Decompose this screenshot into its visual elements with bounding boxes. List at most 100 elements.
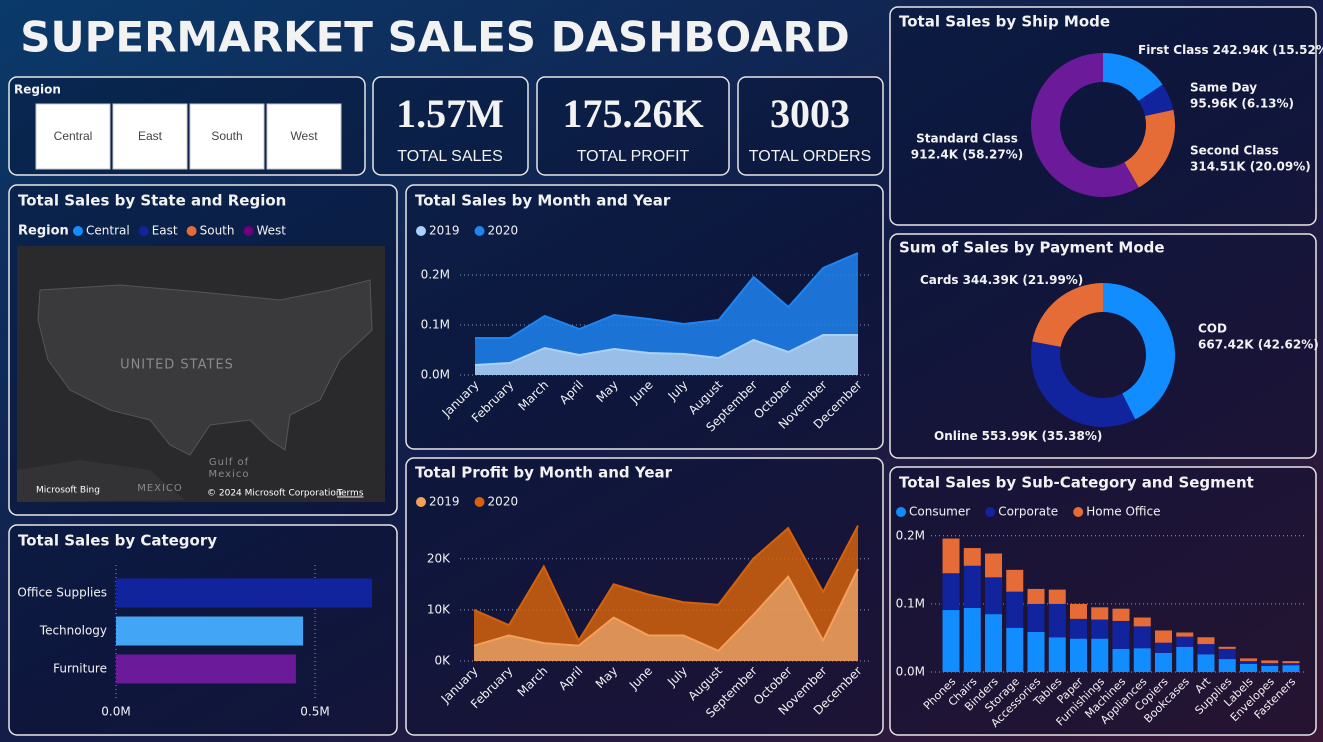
bar-segment	[1027, 631, 1045, 672]
y-tick-label: 0.1M	[896, 596, 925, 610]
data-label-category: Second Class	[1190, 144, 1279, 158]
bar-segment	[1048, 589, 1066, 604]
data-label-value: 912.4K (58.27%)	[911, 148, 1023, 162]
legend-label: 2019	[429, 495, 460, 509]
y-tick-label: 10K	[427, 602, 451, 616]
map-label: Gulf of	[209, 457, 249, 468]
bar	[116, 578, 372, 608]
bar-segment	[1112, 608, 1130, 621]
chart-title: Total Sales by Month and Year	[415, 192, 671, 210]
chart-title: Total Sales by Category	[18, 532, 217, 550]
dashboard-title: SUPERMARKET SALES DASHBOARD	[20, 13, 849, 62]
x-tick-label: 0.5M	[300, 705, 329, 719]
slicer-option[interactable]: East	[138, 129, 163, 143]
chart-panel	[405, 184, 884, 450]
legend-title: Region	[18, 224, 69, 239]
bar-segment	[1091, 607, 1109, 620]
kpi-card	[536, 76, 730, 176]
slicer-option[interactable]: Central	[54, 129, 93, 143]
legend-marker	[985, 507, 996, 517]
slicer-button[interactable]: East	[112, 103, 188, 170]
map-attribution: Microsoft Bing	[36, 486, 100, 496]
bar	[116, 654, 296, 684]
bar-segment	[1282, 665, 1300, 672]
area-line	[475, 252, 859, 339]
bar-segment	[1176, 646, 1194, 672]
bar-segment	[1006, 627, 1024, 672]
slicer-title: Region	[14, 83, 61, 97]
bar-segment	[1070, 603, 1088, 619]
data-label: First Class 242.94K (15.52%)	[1138, 43, 1323, 57]
bar-segment	[1261, 663, 1279, 666]
data-label-value: 95.96K (6.13%)	[1190, 97, 1294, 111]
y-tick-label: 0.0M	[896, 665, 925, 679]
bar-segment	[1006, 569, 1024, 592]
legend-marker	[416, 497, 426, 507]
bar-segment	[1218, 646, 1236, 649]
legend-marker	[73, 226, 83, 236]
donut-slice	[1031, 341, 1136, 427]
data-label-value: 667.42K (42.62%)	[1198, 338, 1319, 352]
legend-marker	[896, 507, 906, 517]
kpi-value: 175.26K	[562, 91, 703, 136]
data-label: Cards 344.39K (21.99%)	[920, 273, 1083, 287]
donut-slice	[1031, 53, 1139, 197]
slicer-option[interactable]: South	[211, 129, 242, 143]
bar-segment	[985, 553, 1003, 578]
bar-segment	[1218, 648, 1236, 660]
bar-segment	[963, 548, 981, 566]
kpi-label: TOTAL ORDERS	[749, 148, 871, 165]
y-tick-label: Furniture	[53, 662, 107, 676]
donut-slice	[1103, 53, 1163, 101]
data-label-category: COD	[1198, 322, 1227, 336]
legend-label: Consumer	[909, 505, 970, 519]
data-label-category: Cards	[920, 273, 959, 287]
legend-marker	[474, 226, 485, 236]
chart-title: Total Sales by Sub-Category and Segment	[899, 474, 1254, 492]
bar-segment	[1091, 619, 1109, 639]
legend-marker	[1073, 507, 1084, 517]
chart-title: Total Profit by Month and Year	[415, 464, 673, 482]
bar	[116, 616, 304, 646]
slicer-button[interactable]: Central	[35, 103, 111, 170]
bar-segment	[1048, 637, 1066, 672]
bar-segment	[1070, 618, 1088, 639]
bar-segment	[1176, 636, 1194, 647]
bar-segment	[1239, 663, 1257, 672]
slicer-option[interactable]: West	[290, 129, 318, 143]
x-tick-label: 0.0M	[101, 705, 130, 719]
data-label-category: Same Day	[1190, 81, 1257, 95]
data-label-value: 553.99K (35.38%)	[982, 429, 1103, 443]
area-fill	[474, 525, 858, 651]
map-label: MEXICO	[137, 483, 183, 494]
data-label-category: First Class	[1138, 43, 1209, 57]
bar-segment	[963, 565, 981, 608]
legend-label: 2019	[429, 224, 460, 238]
slicer-button[interactable]: West	[266, 103, 342, 170]
slicer-button[interactable]: South	[189, 103, 265, 170]
legend-label: Home Office	[1086, 505, 1160, 519]
legend-label: West	[256, 224, 286, 238]
legend-marker	[416, 226, 426, 236]
chart-title: Total Sales by State and Region	[18, 192, 286, 210]
bar-segment	[1282, 661, 1300, 664]
chart-panel	[889, 233, 1317, 459]
bar-segment	[1112, 648, 1130, 672]
data-label-value: 314.51K (20.09%)	[1190, 160, 1311, 174]
bar-segment	[942, 573, 960, 611]
bar-segment	[1261, 665, 1279, 672]
bar-segment	[942, 610, 960, 672]
donut-slice	[1103, 283, 1175, 420]
chart-title: Total Sales by Ship Mode	[899, 13, 1110, 31]
bar-segment	[1112, 620, 1130, 649]
data-label: Online 553.99K (35.38%)	[934, 429, 1102, 443]
bar-segment	[1218, 659, 1236, 672]
bar-segment	[1197, 637, 1215, 645]
donut-slice	[1124, 109, 1176, 188]
bar-segment	[1239, 661, 1257, 664]
bar-segment	[1027, 588, 1045, 604]
bar-segment	[1154, 652, 1172, 672]
y-tick-label: Office Supplies	[17, 586, 107, 600]
